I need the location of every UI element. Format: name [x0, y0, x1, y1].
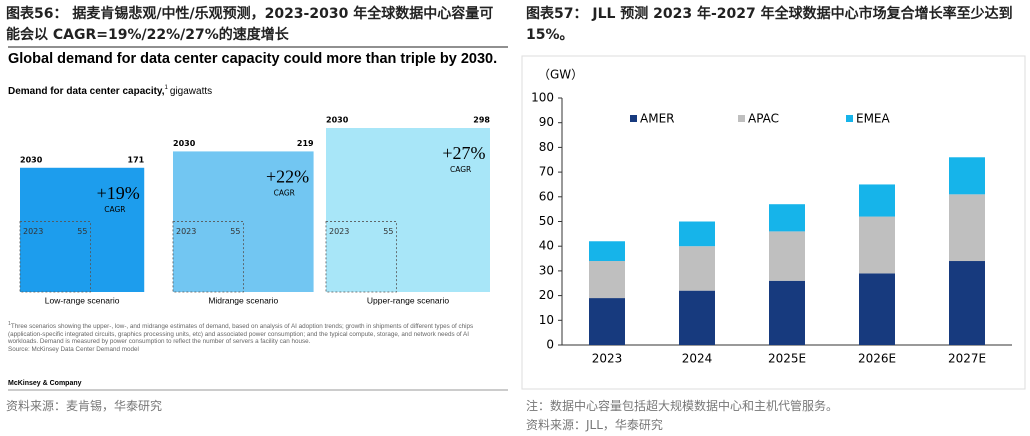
- value-label: 219: [297, 139, 314, 148]
- value-label: 55: [77, 227, 87, 236]
- axis-unit: （GW）: [538, 68, 583, 82]
- y-tick-label: 90: [539, 115, 554, 129]
- bar-segment: [679, 221, 715, 247]
- y-tick-label: 20: [539, 288, 554, 302]
- legend-swatch: [738, 115, 745, 122]
- bar-segment: [949, 261, 985, 345]
- scenario-label: Midrange scenario: [208, 295, 278, 305]
- scenario-label: Low-range scenario: [45, 295, 120, 305]
- y-tick-label: 100: [531, 91, 554, 105]
- y-tick-label: 0: [546, 338, 554, 352]
- cagr-label: CAGR: [274, 188, 295, 197]
- x-tick-label: 2024: [682, 352, 713, 366]
- chart-frame: [521, 55, 1026, 390]
- x-tick-label: 2023: [592, 352, 623, 366]
- footnote-marker: 1: [165, 85, 169, 91]
- legend-label: AMER: [640, 112, 674, 126]
- cagr-value: +27%: [442, 143, 485, 163]
- source-note: Source: McKinsey Data Center Demand mode…: [8, 345, 139, 353]
- bar-segment: [949, 194, 985, 262]
- y-tick-label: 80: [539, 140, 554, 154]
- y-tick-label: 60: [539, 189, 554, 203]
- source: 资料来源：麦肯锡，华泰研究: [6, 399, 163, 413]
- bar-segment: [859, 216, 895, 274]
- base-square: [172, 221, 244, 293]
- legend-swatch: [630, 115, 637, 122]
- subtitle-text: Demand for data center capacity,: [8, 86, 165, 97]
- chart-title: Global demand for data center capacity c…: [8, 51, 497, 67]
- y-tick-label: 10: [539, 313, 554, 327]
- bar-segment: [589, 298, 625, 345]
- year-label: 2030: [326, 116, 349, 125]
- unit: gigawatts: [170, 86, 212, 97]
- bar-segment: [679, 290, 715, 345]
- source: 资料来源：JLL，华泰研究: [526, 418, 663, 432]
- brand: McKinsey & Company: [8, 380, 82, 387]
- y-tick-label: 30: [539, 263, 554, 277]
- y-tick-label: 70: [539, 165, 554, 179]
- x-tick-label: 2025E: [768, 352, 806, 366]
- figure-caption: 图表57： JLL 预测 2023 年-2027 年全球数据中心市场复合增长率至…: [526, 6, 1013, 43]
- bar-segment: [949, 157, 985, 195]
- base-square: [19, 221, 91, 293]
- year-label: 2030: [20, 155, 43, 164]
- value-label: 55: [383, 227, 393, 236]
- year-label: 2023: [329, 227, 349, 236]
- x-tick-label: 2027E: [948, 352, 986, 366]
- y-tick-label: 50: [539, 214, 554, 228]
- bar-segment: [769, 231, 805, 281]
- footnote-marker: 1: [8, 321, 11, 327]
- note: 注：数据中心容量包括超大规模数据中心和主机代管服务。: [526, 399, 839, 413]
- bar-segment: [859, 184, 895, 217]
- cagr-value: +22%: [266, 167, 309, 187]
- legend-label: EMEA: [856, 112, 891, 126]
- bar-segment: [769, 204, 805, 232]
- scenario-label: Upper-range scenario: [367, 295, 449, 305]
- footnote: 1Three scenarios showing the upper-, low…: [8, 321, 498, 353]
- year-label: 2023: [176, 227, 196, 236]
- demand-square: [20, 167, 145, 292]
- legend-swatch: [846, 115, 853, 122]
- y-tick-label: 40: [539, 239, 554, 253]
- subtitle: Demand for data center capacity,1 gigawat…: [8, 85, 212, 97]
- bar-segment: [589, 261, 625, 299]
- legend-label: APAC: [748, 112, 779, 126]
- figure-caption: 图表56： 据麦肯锡悲观/中性/乐观预测，2023-2030 年全球数据中心容量…: [6, 6, 494, 43]
- bar-segment: [769, 280, 805, 345]
- cagr-label: CAGR: [104, 205, 125, 214]
- base-square: [325, 221, 397, 293]
- demand-square: [326, 128, 490, 292]
- cagr-label: CAGR: [450, 165, 471, 174]
- year-label: 2023: [23, 227, 43, 236]
- cagr-value: +19%: [97, 183, 140, 203]
- bar-segment: [859, 273, 895, 345]
- value-label: 55: [230, 227, 240, 236]
- footnote-text: Three scenarios showing the upper-, low-…: [8, 323, 474, 346]
- bar-segment: [679, 246, 715, 291]
- year-label: 2030: [173, 139, 196, 148]
- value-label: 298: [473, 116, 490, 125]
- bar-segment: [589, 241, 625, 262]
- x-tick-label: 2026E: [858, 352, 896, 366]
- value-label: 171: [128, 155, 145, 164]
